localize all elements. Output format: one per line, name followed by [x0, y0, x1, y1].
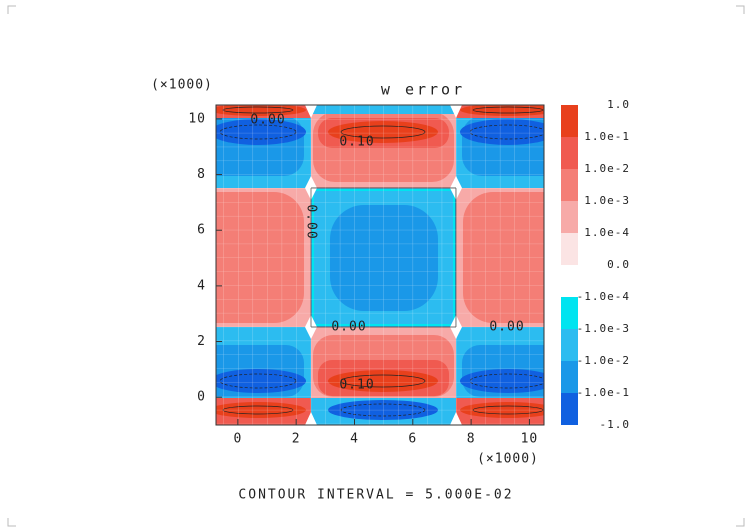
colorbar-band [561, 265, 578, 297]
x-tick-label: 2 [292, 432, 301, 447]
y-tick-label: 6 [197, 223, 206, 238]
contour-label: 0.00 [331, 320, 366, 335]
x-tick-label: 4 [350, 432, 359, 447]
colorbar-label: -1.0e-1 [577, 386, 630, 399]
x-tick-label: 10 [521, 432, 539, 447]
contour-label: 0.10 [339, 378, 374, 393]
colorbar-label: 1.0e-3 [584, 194, 630, 207]
corner-marks [7, 5, 745, 527]
colorbar-label: -1.0e-4 [577, 290, 630, 303]
colorbar-label: 1.0 [607, 98, 630, 111]
colorbar-label: 1.0e-4 [584, 226, 630, 239]
x-multiplier: (×1000) [477, 452, 539, 467]
contour-label: 0.00 [489, 320, 524, 335]
colorbar-band [561, 137, 578, 169]
contour-field [216, 105, 544, 425]
y-tick-label: 10 [188, 111, 206, 126]
colorbar-label: -1.0 [600, 418, 631, 431]
y-multiplier: (×1000) [151, 78, 213, 93]
colorbar-band [561, 361, 578, 393]
colorbar-band [561, 201, 578, 233]
footer: CONTOUR INTERVAL = 5.000E-02 [238, 488, 513, 503]
y-tick-label: 4 [197, 278, 206, 293]
colorbar-label: 1.0e-1 [584, 130, 630, 143]
chart-title: w error [381, 81, 465, 99]
x-tick-label: 6 [408, 432, 417, 447]
contour-label: 0.00 [250, 113, 285, 128]
colorbar-band [561, 329, 578, 361]
x-tick-label: 8 [467, 432, 476, 447]
colorbar-label: 1.0e-2 [584, 162, 630, 175]
colorbar-band [561, 105, 578, 137]
colorbar-label: -1.0e-2 [577, 354, 630, 367]
colorbar-band [561, 169, 578, 201]
colorbar-band [561, 393, 578, 425]
contour-label: 0.10 [339, 135, 374, 150]
colorbar-label: -1.0e-3 [577, 322, 630, 335]
colorbar-label: 0.0 [607, 258, 630, 271]
plot-frame [215, 104, 545, 426]
y-tick-label: 2 [197, 334, 206, 349]
x-tick-label: 0 [233, 432, 242, 447]
y-tick-label: 0 [197, 390, 206, 405]
colorbar-band [561, 297, 578, 329]
contour-label: 0.00 [304, 204, 319, 239]
y-tick-label: 8 [197, 167, 206, 182]
colorbar-band [561, 233, 578, 265]
